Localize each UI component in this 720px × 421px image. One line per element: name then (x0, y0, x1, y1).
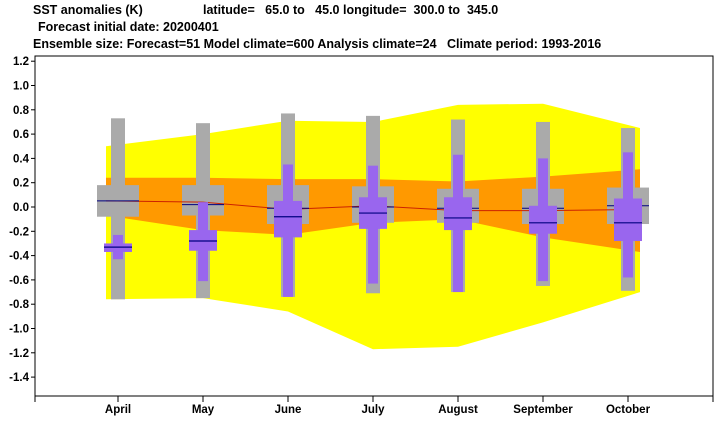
y-tick-label: 1.0 (13, 81, 29, 93)
y-tick-label: -0.2 (9, 226, 29, 238)
plot-frame (34, 55, 714, 397)
forecast-box-june (274, 200, 302, 238)
region-bounds: latitude= 65.0 to 45.0 longitude= 300.0 … (203, 3, 499, 17)
y-tick-label: -0.6 (9, 275, 29, 287)
y-tick-label: 0.0 (13, 202, 29, 214)
x-tick-label-july: July (361, 404, 385, 416)
y-tick-label: -1.4 (9, 372, 29, 384)
chart-title: SST anomalies (K) (33, 3, 143, 17)
x-tick-label-april: April (105, 404, 131, 416)
ensemble-info: Ensemble size: Forecast=51 Model climate… (33, 37, 602, 51)
forecast-box-may (189, 230, 217, 251)
x-tick-label-september: September (513, 404, 573, 416)
forecast-box-october (614, 198, 642, 242)
y-tick-label: -1.2 (9, 348, 29, 360)
y-tick-label: -0.4 (9, 251, 29, 263)
y-tick-label: 0.6 (13, 129, 29, 141)
x-tick-label-june: June (275, 404, 302, 416)
y-tick-label: 0.8 (13, 105, 30, 117)
forecast-box-september (529, 205, 557, 234)
y-tick-label: 0.2 (13, 178, 29, 190)
x-tick-label-may: May (192, 404, 215, 416)
y-tick-label: 0.4 (13, 153, 30, 165)
x-tick-label-october: October (606, 404, 651, 416)
y-tick-label: -0.8 (9, 299, 29, 311)
forecast-box-april (104, 243, 132, 252)
chart-header: SST anomalies (K) latitude= 65.0 to 45.0… (0, 0, 720, 56)
y-tick-label: 1.2 (13, 56, 29, 68)
x-tick-label-august: August (438, 404, 478, 416)
forecast-initial-date: Forecast initial date: 20200401 (38, 20, 219, 34)
forecast-box-august (444, 197, 472, 231)
y-tick-label: -1.0 (9, 324, 29, 336)
